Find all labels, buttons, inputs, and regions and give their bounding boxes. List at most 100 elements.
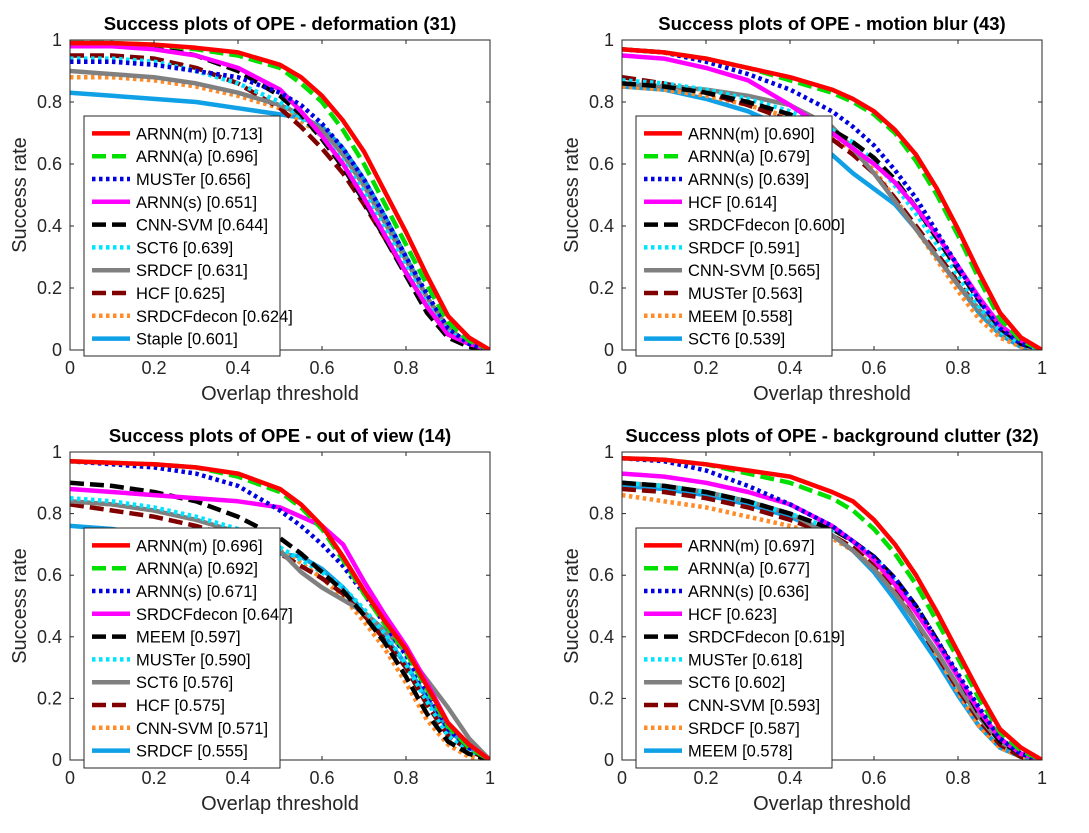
series-line-muster: [70, 495, 490, 760]
series-line-arnn-m: [622, 47, 1042, 350]
y-tick-label: 0: [52, 340, 62, 360]
y-tick-label: 0.2: [37, 688, 62, 708]
y-tick-label: 1: [604, 442, 614, 462]
legend-label-arnn-a: ARNN(a) [0.677]: [688, 560, 810, 578]
legend-label-srdcfdecon: SRDCFdecon [0.624]: [136, 308, 293, 326]
legend-label-arnn-m: ARNN(m) [0.696]: [136, 537, 263, 555]
legend-label-srdcf: SRDCF [0.631]: [136, 262, 248, 280]
legend-label-arnn-s: ARNN(s) [0.636]: [688, 583, 809, 601]
x-tick-label: 0.6: [861, 768, 886, 788]
x-tick-label: 1: [1037, 358, 1047, 378]
legend-label-staple: Staple [0.601]: [136, 331, 238, 349]
x-tick-label: 0: [65, 358, 75, 378]
y-tick-label: 0.4: [589, 627, 614, 647]
legend-label-sct6: SCT6 [0.539]: [688, 331, 785, 349]
y-tick-label: 0.6: [589, 154, 614, 174]
x-tick-label: 0.4: [777, 768, 802, 788]
legend: ARNN(m) [0.690] ARNN(a) [0.679] ARNN(s) [0…: [635, 115, 845, 357]
x-tick-label: 1: [485, 358, 495, 378]
y-tick-label: 1: [52, 30, 62, 50]
y-axis-label: Success rate: [9, 548, 31, 664]
y-tick-label: 0.8: [37, 504, 62, 524]
y-tick-label: 0: [604, 750, 614, 770]
x-tick-label: 0.6: [309, 358, 334, 378]
y-tick-label: 0.4: [589, 216, 614, 236]
x-tick-label: 0.4: [777, 358, 802, 378]
legend: ARNN(m) [0.697] ARNN(a) [0.677] ARNN(s) [0…: [635, 527, 845, 769]
legend-label-cnn-svm: CNN-SVM [0.571]: [136, 720, 268, 738]
legend-label-srdcfdecon: SRDCFdecon [0.647]: [136, 606, 293, 624]
x-tick-label: 0.8: [945, 358, 970, 378]
y-tick-label: 0.8: [589, 504, 614, 524]
y-tick-label: 1: [52, 442, 62, 462]
series-line-arnn-s: [70, 43, 490, 350]
series-line-arnn-m: [70, 458, 490, 760]
legend-label-muster: MUSTer [0.563]: [688, 285, 803, 303]
legend-label-hcf: HCF [0.625]: [136, 285, 225, 303]
series-line-muster: [70, 59, 490, 350]
legend-label-arnn-a: ARNN(a) [0.679]: [688, 148, 810, 166]
x-tick-label: 0.2: [693, 358, 718, 378]
x-tick-label: 0: [617, 768, 627, 788]
legend-label-muster: MUSTer [0.590]: [136, 651, 251, 669]
x-axis-label: Overlap threshold: [201, 793, 359, 815]
legend-label-arnn-s: ARNN(s) [0.639]: [688, 171, 809, 189]
series-line-arnn-s: [622, 47, 1042, 350]
plot-area: [70, 458, 490, 760]
x-tick-label: 0.2: [141, 358, 166, 378]
x-tick-label: 0.4: [225, 358, 250, 378]
legend-label-arnn-s: ARNN(s) [0.651]: [136, 194, 257, 212]
series-line-srdcf: [70, 68, 490, 350]
legend-label-meem: MEEM [0.578]: [688, 743, 793, 761]
legend-label-cnn-svm: CNN-SVM [0.565]: [688, 262, 820, 280]
legend: ARNN(m) [0.696] ARNN(a) [0.692] ARNN(s) [0…: [83, 527, 293, 769]
y-tick-label: 0.8: [37, 92, 62, 112]
legend-label-sct6: SCT6 [0.639]: [136, 239, 233, 257]
x-axis-label: Overlap threshold: [753, 383, 911, 405]
y-tick-label: 0: [604, 340, 614, 360]
plot-area: [622, 455, 1042, 760]
chart-title: Success plots of OPE - motion blur (43): [658, 13, 1005, 34]
legend-label-cnn-svm: CNN-SVM [0.593]: [688, 697, 820, 715]
x-tick-label: 0.8: [393, 768, 418, 788]
x-axis-label: Overlap threshold: [753, 793, 911, 815]
chart-panel-2: 0 0.2 0.4 0.6 0.8 1 0 0.2 0.4 0.6 0.8 1 Success plot…: [9, 425, 495, 815]
legend-label-muster: MUSTer [0.656]: [136, 171, 251, 189]
y-tick-label: 0.4: [37, 216, 62, 236]
legend-label-hcf: HCF [0.623]: [688, 606, 777, 624]
x-tick-label: 0.6: [309, 768, 334, 788]
legend-label-muster: MUSTer [0.618]: [688, 651, 803, 669]
y-axis-label: Success rate: [561, 548, 583, 664]
legend-label-srdcf: SRDCF [0.587]: [688, 720, 800, 738]
plot-area: [70, 40, 490, 350]
y-axis-label: Success rate: [9, 137, 31, 253]
series-line-arnn-m: [622, 455, 1042, 760]
y-axis-label: Success rate: [561, 137, 583, 253]
legend-label-arnn-m: ARNN(m) [0.697]: [688, 537, 815, 555]
chart-title: Success plots of OPE - deformation (31): [104, 13, 457, 34]
y-tick-label: 0.2: [589, 278, 614, 298]
legend-label-srdcfdecon: SRDCFdecon [0.600]: [688, 217, 845, 235]
y-tick-label: 0.4: [37, 627, 62, 647]
series-line-arnn-s: [622, 455, 1042, 760]
legend-label-arnn-a: ARNN(a) [0.696]: [136, 148, 258, 166]
x-tick-label: 1: [1037, 768, 1047, 788]
y-tick-label: 1: [604, 30, 614, 50]
legend: ARNN(m) [0.713] ARNN(a) [0.696] MUSTer [0.…: [83, 115, 293, 357]
y-tick-label: 0.2: [589, 688, 614, 708]
y-tick-label: 0.6: [589, 565, 614, 585]
legend-label-sct6: SCT6 [0.576]: [136, 674, 233, 692]
legend-label-srdcfdecon: SRDCFdecon [0.619]: [688, 629, 845, 647]
legend-label-arnn-m: ARNN(m) [0.713]: [136, 125, 263, 143]
plot-area: [622, 47, 1042, 350]
y-tick-label: 0: [52, 750, 62, 770]
legend-label-hcf: HCF [0.614]: [688, 194, 777, 212]
x-tick-label: 0.2: [141, 768, 166, 788]
y-tick-label: 0.6: [37, 565, 62, 585]
series-line-srdcf: [622, 78, 1042, 350]
x-axis-label: Overlap threshold: [201, 383, 359, 405]
legend-label-arnn-s: ARNN(s) [0.671]: [136, 583, 257, 601]
legend-label-arnn-m: ARNN(m) [0.690]: [688, 125, 815, 143]
legend-label-sct6: SCT6 [0.602]: [688, 674, 785, 692]
